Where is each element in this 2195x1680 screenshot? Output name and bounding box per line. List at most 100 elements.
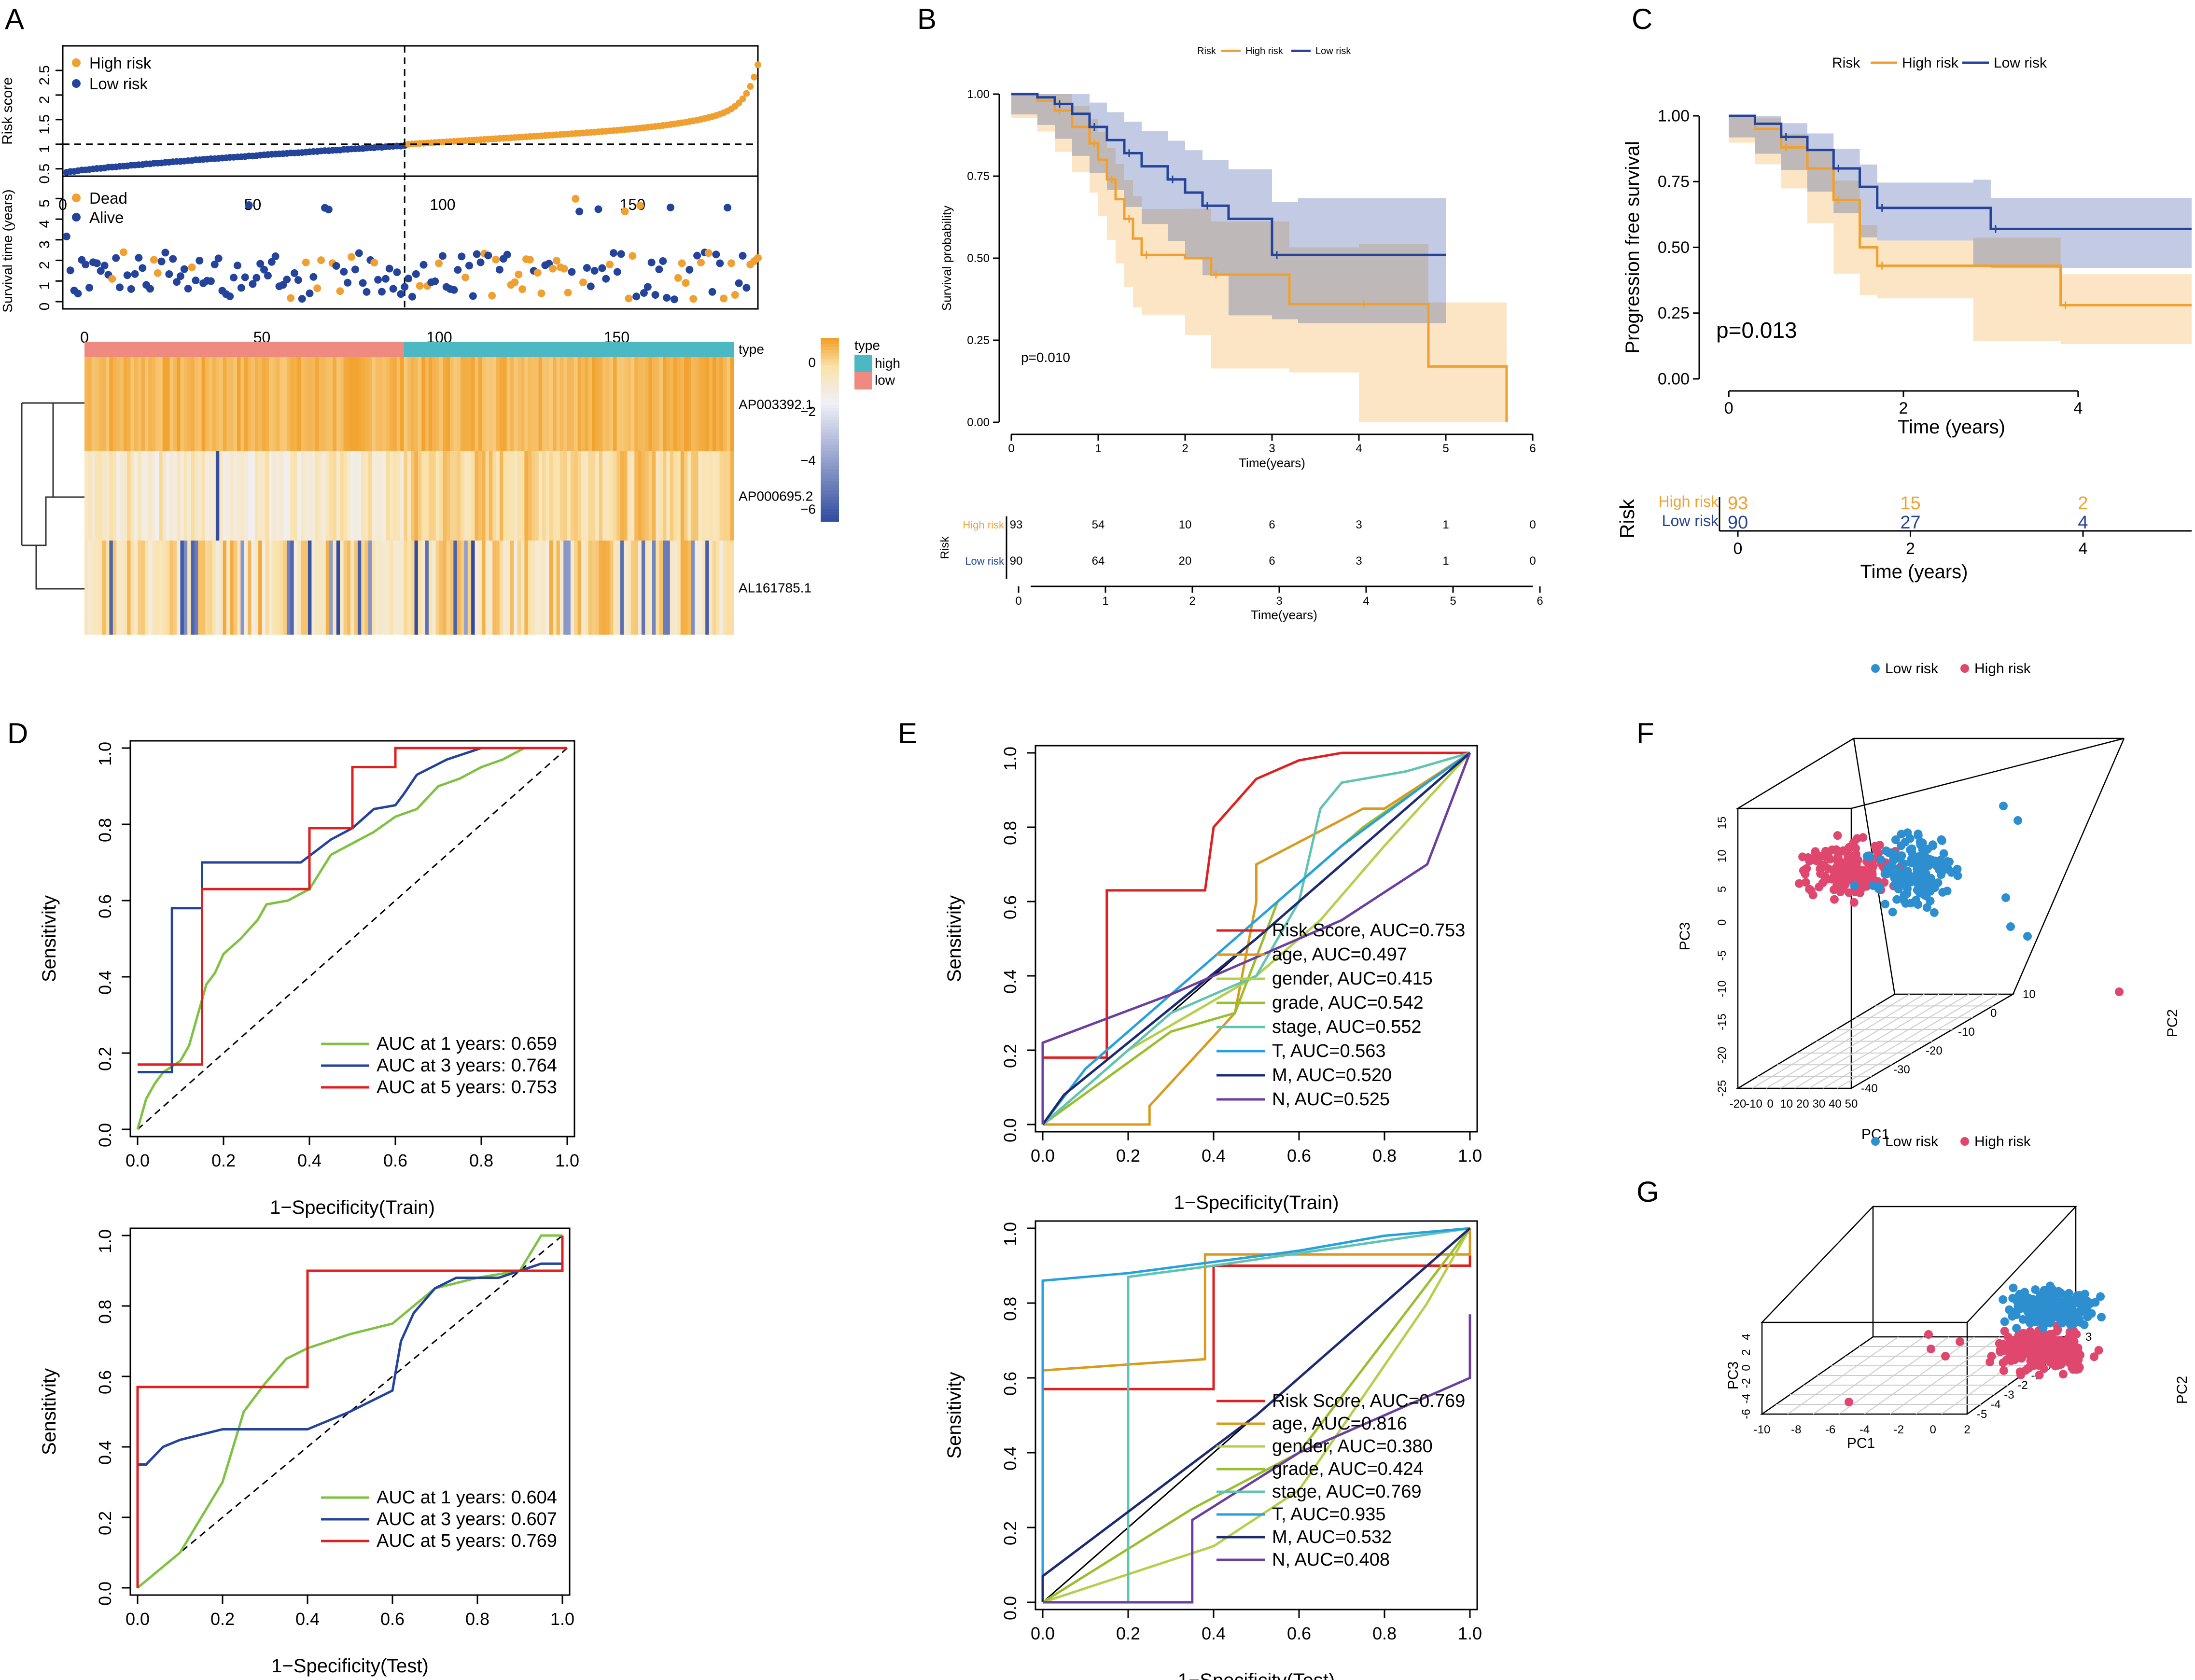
heatmap-cell: [276, 541, 280, 635]
km-legend-high-risk-label: High risk: [1245, 46, 1284, 56]
heatmap-cell: [609, 451, 614, 541]
heatmap-cell: [262, 541, 266, 635]
pca-x-tick-label: 0: [1767, 1097, 1773, 1111]
heatmap-cell: [180, 357, 184, 451]
risk-table-x-tick-label: 2: [1189, 595, 1195, 608]
heatmap-cell: [144, 451, 149, 541]
survival-point: [237, 284, 245, 292]
roc-x-axis-label: 1−Specificity(Test): [271, 1655, 429, 1677]
survival-curve-high-risk: [1729, 114, 2192, 306]
heatmap-cell: [446, 541, 450, 635]
pca-point-low-risk: [2066, 1320, 2075, 1329]
heatmap-cell: [364, 541, 369, 635]
colorbar-segment: [821, 375, 839, 378]
heatmap-cell: [336, 541, 340, 635]
heatmap-cell: [471, 357, 475, 451]
heatmap-cell: [553, 541, 557, 635]
survival-point: [389, 285, 397, 293]
colorbar-segment: [821, 430, 839, 433]
pca-point-low-risk: [1929, 908, 1939, 917]
heatmap-cell: [404, 541, 408, 635]
heatmap-cell: [559, 541, 564, 635]
heatmap-cell: [599, 357, 603, 451]
colorbar-segment: [821, 469, 839, 473]
pca-point-low-risk: [2015, 1290, 2024, 1299]
pca-y-tick-label: -2: [1740, 1378, 1753, 1388]
pca-z-tick-label: -20: [1926, 1044, 1943, 1057]
pca-x-tick-label: 2: [1964, 1423, 1970, 1436]
heatmap-cell: [496, 357, 500, 451]
risk-table-row-label: Low risk: [965, 555, 1005, 567]
km-x-axis-label: Time(years): [1239, 456, 1305, 470]
pca-point-low-risk: [1939, 849, 1948, 858]
heatmap-cell: [102, 451, 106, 541]
roc-legend-label: M, AUC=0.520: [1272, 1065, 1392, 1085]
survival-point: [139, 264, 147, 272]
survival-point: [294, 276, 302, 284]
pca-point-low-risk: [1888, 907, 1897, 916]
roc-legend-label: gender, AUC=0.380: [1272, 1436, 1433, 1457]
heatmap-cell: [645, 451, 649, 541]
heatmap-cell: [333, 451, 337, 541]
roc-y-axis-label: Sensitivity: [39, 895, 60, 982]
heatmap-cell: [201, 451, 206, 541]
survival-point: [324, 206, 333, 214]
heatmap-cell: [705, 357, 710, 451]
heatmap-cell: [521, 357, 525, 451]
pca-point-low-risk: [1914, 829, 1923, 838]
pca-floor-grid-line: [1890, 1336, 2000, 1415]
pca-point-low-risk: [2031, 1285, 2040, 1294]
colorbar-segment: [821, 457, 839, 461]
pca-point-low-risk: [1881, 900, 1890, 909]
risk-table-count: 2: [2078, 493, 2088, 514]
heatmap-cell: [166, 451, 170, 541]
heatmap-cell: [215, 541, 220, 635]
colorbar-segment: [821, 497, 839, 500]
km-x-tick-label: 2: [1899, 399, 1908, 417]
survival-point: [594, 205, 602, 213]
heatmap-cell: [577, 357, 582, 451]
survival-point: [564, 289, 572, 297]
roc-x-tick-label: 1.0: [550, 1609, 574, 1629]
heatmap-cell: [439, 357, 443, 451]
survival-point: [397, 290, 405, 298]
heatmap-cell: [280, 451, 284, 541]
survival-point: [503, 250, 511, 259]
survival-point: [583, 264, 591, 272]
survival-point: [374, 276, 382, 284]
heatmap-cell: [404, 451, 408, 541]
heatmap-cell: [91, 357, 96, 451]
heatmap-cell: [638, 451, 642, 541]
heatmap-cell: [489, 451, 493, 541]
survival-point: [697, 258, 705, 266]
heatmap-cell: [304, 541, 308, 635]
heatmap-cell: [329, 541, 334, 635]
heatmap-cell: [645, 357, 649, 451]
survival-point: [473, 250, 481, 258]
roc-legend-label: AUC at 5 years: 0.753: [377, 1077, 557, 1097]
heatmap-cell: [276, 357, 280, 451]
pca-floor-grid-line: [1822, 994, 1984, 1089]
heatmap-cell: [183, 541, 188, 635]
km-y-tick-label: 1.00: [967, 88, 990, 101]
heatmap-cell: [138, 357, 142, 451]
risk-table-count: 0: [1529, 555, 1536, 568]
heatmap-cell: [88, 357, 92, 451]
risk-table-row-label: High risk: [963, 519, 1005, 531]
heatmap-cell: [492, 357, 497, 451]
roc-x-tick-label: 1.0: [555, 1151, 579, 1170]
heatmap-cell: [659, 357, 663, 451]
pca-x-tick-label: 20: [1796, 1097, 1809, 1111]
survival-point: [127, 285, 135, 293]
roc-y-tick-label: 0.4: [95, 1441, 115, 1465]
heatmap-cell: [673, 357, 678, 451]
heatmap-cell: [716, 541, 720, 635]
heatmap-cell: [627, 451, 631, 541]
survival-point: [135, 254, 143, 262]
heatmap-cell: [677, 357, 681, 451]
heatmap-cell: [98, 451, 103, 541]
heatmap-cell: [166, 357, 170, 451]
colorbar-segment: [821, 475, 839, 479]
heatmap-cell: [112, 541, 117, 635]
roc-curve-age: [1043, 751, 1471, 1126]
